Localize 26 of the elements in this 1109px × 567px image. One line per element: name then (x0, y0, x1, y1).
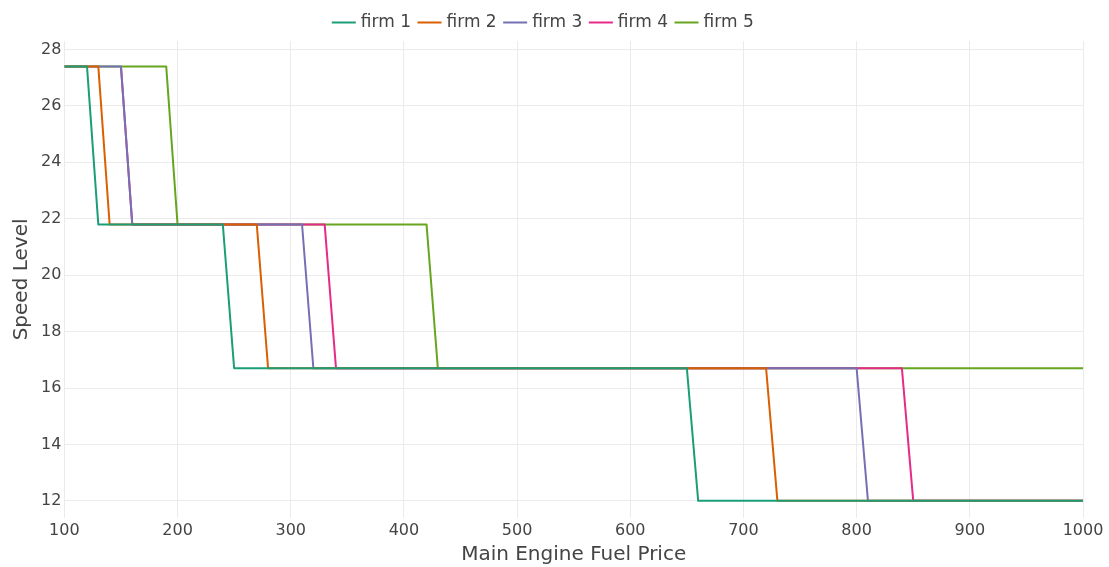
legend-label: firm 3 (532, 10, 583, 31)
y-tick-label: 24 (41, 151, 62, 171)
legend-label: firm 5 (703, 10, 754, 31)
y-tick-label: 22 (41, 207, 62, 227)
y-tick-label: 26 (41, 95, 62, 115)
x-tick-label: 200 (162, 519, 193, 539)
x-tick-label: 100 (49, 519, 80, 539)
x-tick-label: 700 (728, 519, 759, 539)
x-tick-label: 400 (388, 519, 420, 539)
y-tick-label: 12 (41, 490, 62, 510)
x-tick-label: 900 (954, 519, 986, 539)
x-tick-label: 500 (501, 519, 533, 539)
y-tick-label: 16 (41, 377, 62, 397)
x-tick-label: 600 (615, 519, 646, 539)
x-tick-label: 800 (841, 519, 872, 539)
legend-label: firm 4 (617, 10, 669, 31)
y-tick-label: 20 (41, 264, 62, 284)
y-tick-label: 14 (41, 433, 62, 453)
x-tick-label: 1000 (1062, 519, 1104, 539)
y-tick-label: 28 (41, 38, 62, 58)
y-axis-title: Speed Level (8, 218, 33, 341)
y-tick-label: 18 (41, 320, 62, 340)
legend-label: firm 1 (360, 10, 411, 31)
x-tick-label: 300 (275, 519, 306, 539)
x-axis-title: Main Engine Fuel Price (461, 541, 687, 566)
legend-label: firm 2 (446, 10, 497, 31)
